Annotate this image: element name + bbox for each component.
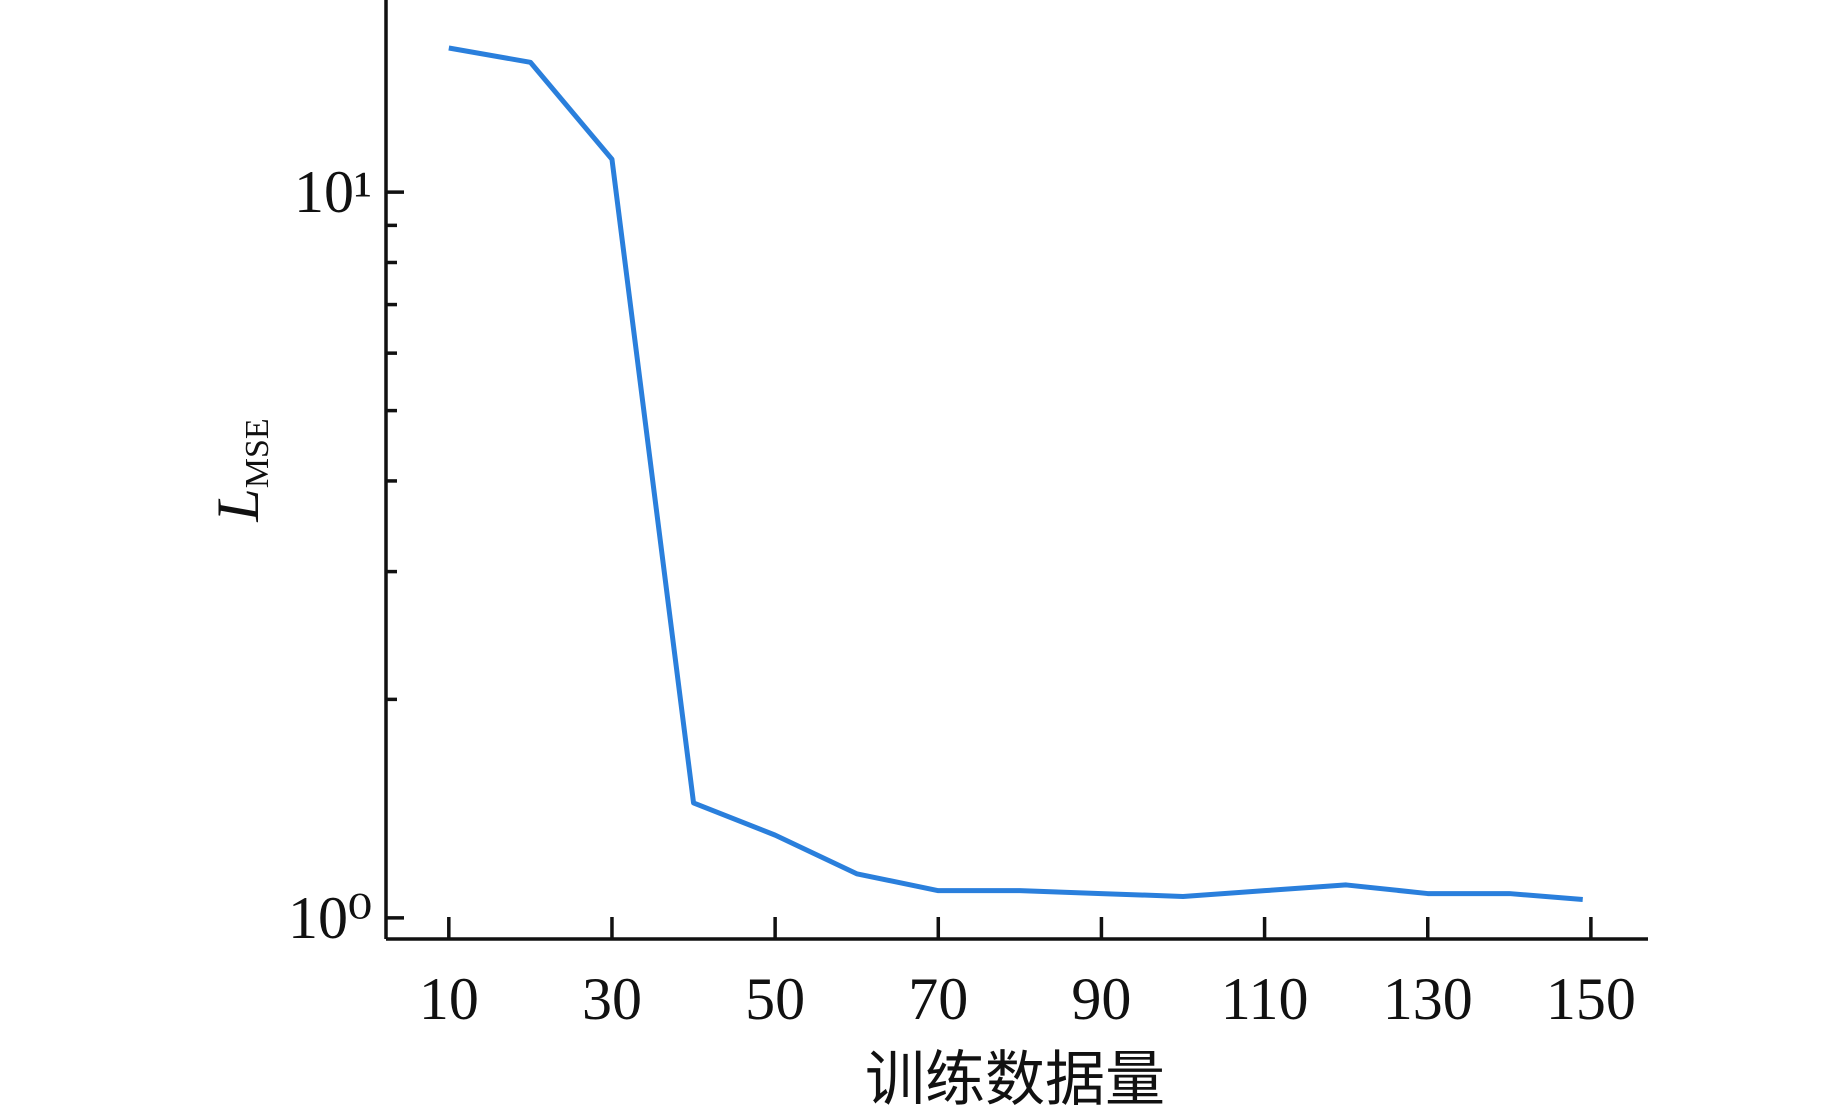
y-tick-label: 10¹ — [294, 159, 372, 225]
x-axis-label: 训练数据量 — [865, 1047, 1165, 1111]
x-tick-label: 10 — [419, 966, 479, 1032]
x-tick-label: 70 — [908, 966, 968, 1032]
x-tick-label: 90 — [1071, 966, 1131, 1032]
x-tick-label: 130 — [1383, 966, 1473, 1032]
x-tick-label: 110 — [1221, 966, 1309, 1032]
line-series — [448, 45, 1583, 902]
x-tick-label: 150 — [1546, 966, 1636, 1032]
y-tick-label: 10⁰ — [288, 885, 372, 951]
x-tick-label: 50 — [745, 966, 805, 1032]
x-tick-label: 30 — [582, 966, 642, 1032]
y-axis-label: LMSE — [205, 418, 276, 522]
y-axis-label-sub: MSE — [239, 418, 276, 488]
y-axis-label-main: L — [205, 488, 271, 522]
